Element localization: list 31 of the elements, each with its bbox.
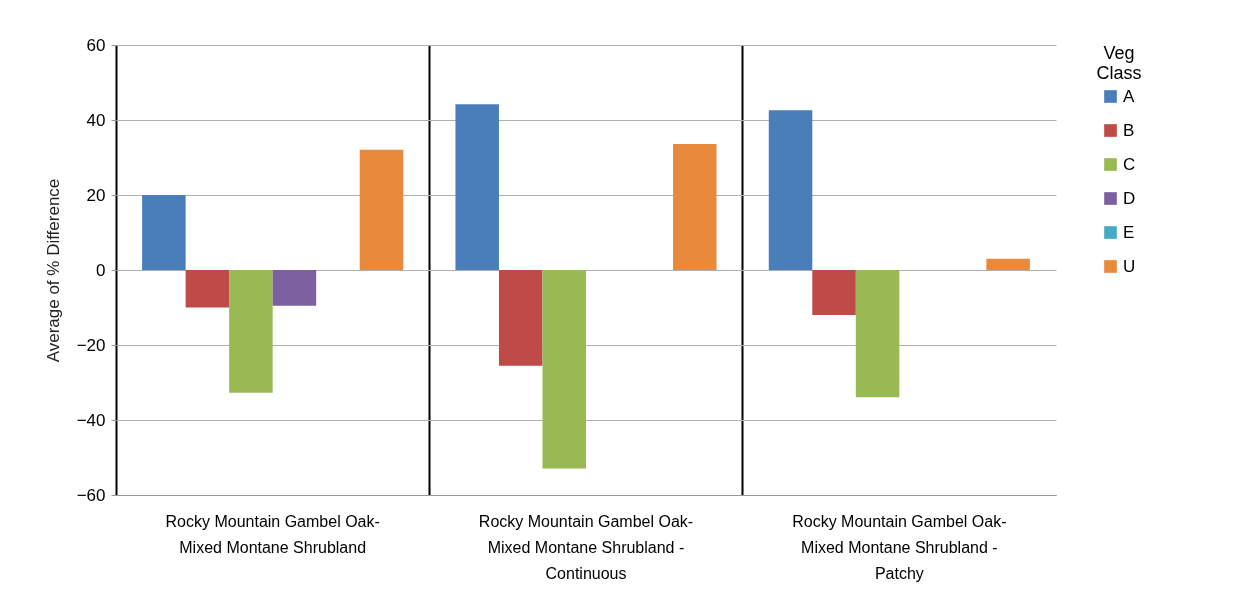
legend-label: C — [1123, 154, 1136, 174]
y-tick-label: 0 — [96, 260, 106, 280]
bar — [455, 104, 499, 270]
bar — [673, 144, 717, 270]
x-tick-label: Rocky Mountain Gambel Oak-Mixed Montane Shrubland - Continuous — [478, 512, 694, 582]
y-tick-label: −40 — [76, 410, 106, 430]
bar — [229, 270, 273, 393]
legend-label: A — [1123, 86, 1135, 106]
legend-label: U — [1123, 256, 1136, 276]
bar — [272, 270, 317, 306]
y-tick-label: 20 — [86, 185, 106, 205]
y-tick-label: 60 — [86, 35, 106, 55]
x-tick-label: Rocky Mountain Gambel Oak-Mixed Montane Shrubland - Patchy — [792, 512, 1007, 582]
bar — [542, 270, 586, 469]
legend-label: D — [1123, 188, 1136, 208]
bar — [142, 195, 186, 270]
bar — [812, 270, 856, 315]
y-tick-label: −20 — [76, 335, 106, 355]
x-tick-label: Rocky Mountain Gambel Oak-Mixed Montane Shrubland — [165, 512, 380, 556]
bar — [185, 270, 230, 308]
bar — [498, 270, 543, 366]
y-tick-label: −60 — [76, 485, 106, 505]
legend-label: B — [1123, 120, 1135, 140]
bar — [768, 110, 813, 270]
bar — [855, 270, 900, 398]
legend-label: E — [1123, 222, 1135, 242]
y-tick-label: 40 — [86, 110, 106, 130]
y-axis-title: Average of % Difference — [43, 178, 63, 363]
legend-title: Veg Class — [1096, 43, 1142, 83]
bar — [986, 258, 1030, 270]
bar — [359, 149, 404, 270]
